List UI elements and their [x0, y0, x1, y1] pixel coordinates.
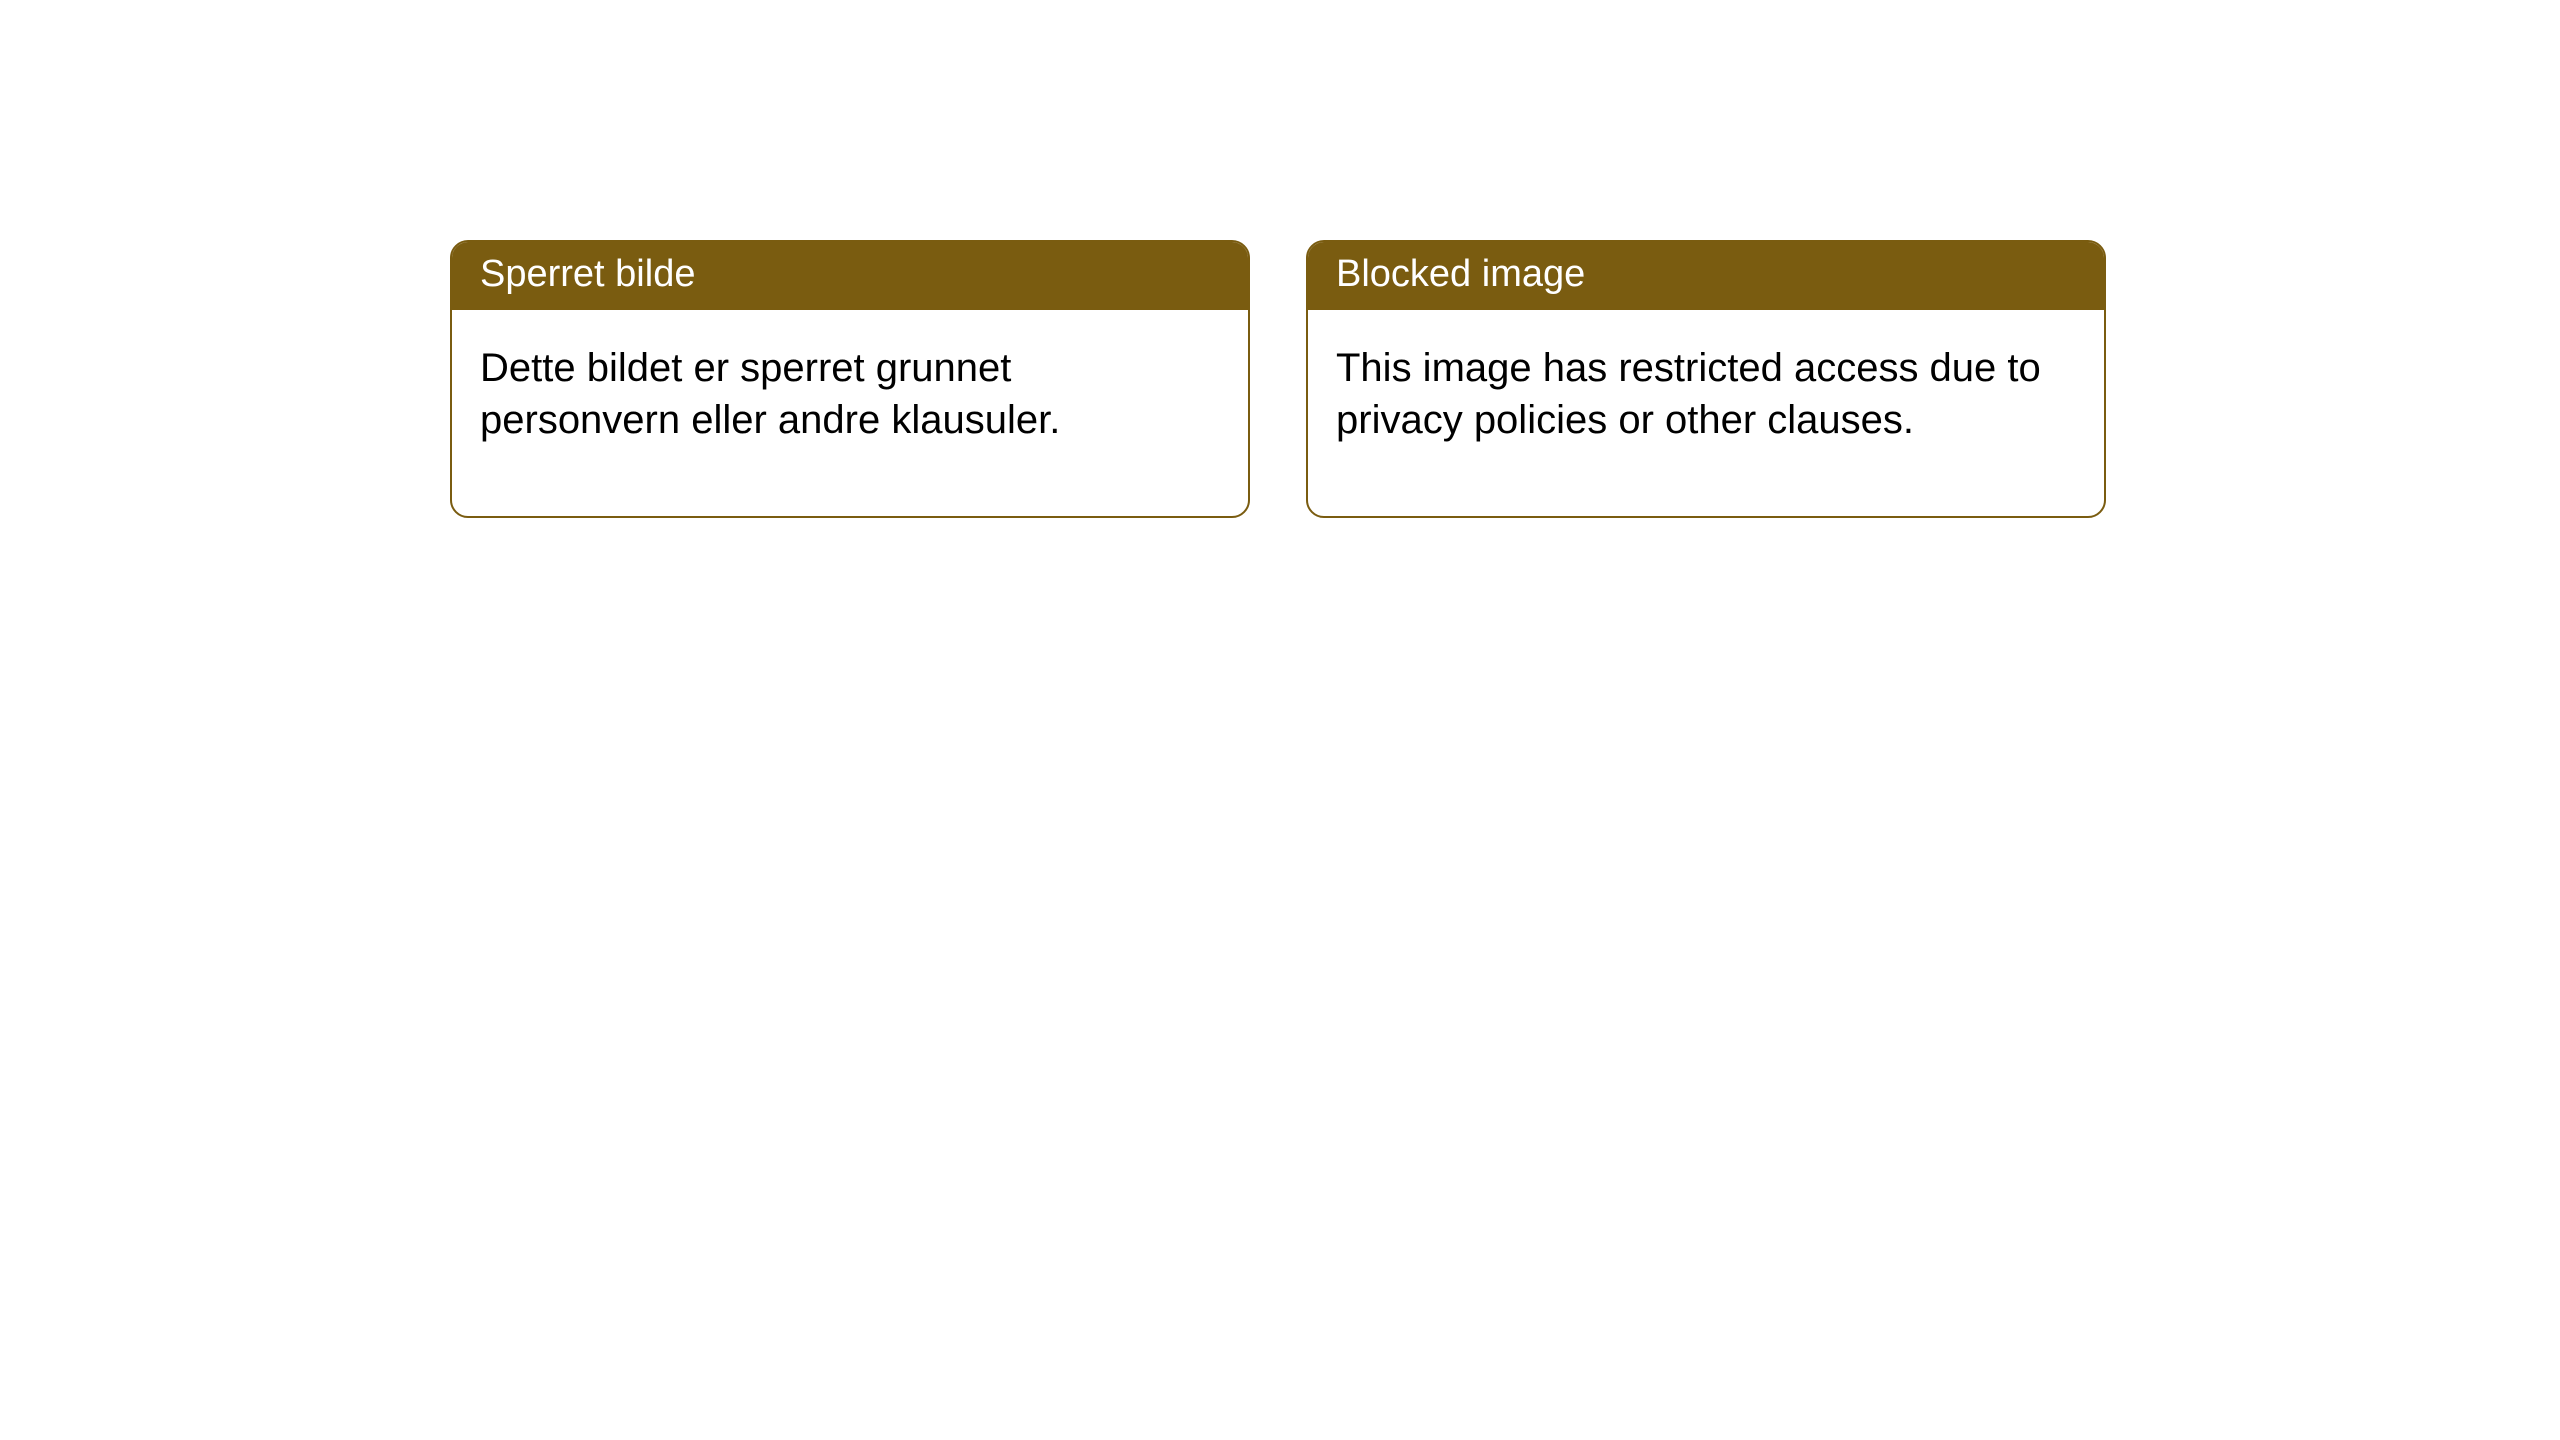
notice-card-title-no: Sperret bilde [452, 242, 1248, 310]
notice-cards-row: Sperret bilde Dette bildet er sperret gr… [450, 240, 2560, 518]
notice-card-body-en: This image has restricted access due to … [1308, 310, 2104, 516]
notice-card-no: Sperret bilde Dette bildet er sperret gr… [450, 240, 1250, 518]
notice-card-body-no: Dette bildet er sperret grunnet personve… [452, 310, 1248, 516]
notice-card-title-en: Blocked image [1308, 242, 2104, 310]
notice-card-en: Blocked image This image has restricted … [1306, 240, 2106, 518]
